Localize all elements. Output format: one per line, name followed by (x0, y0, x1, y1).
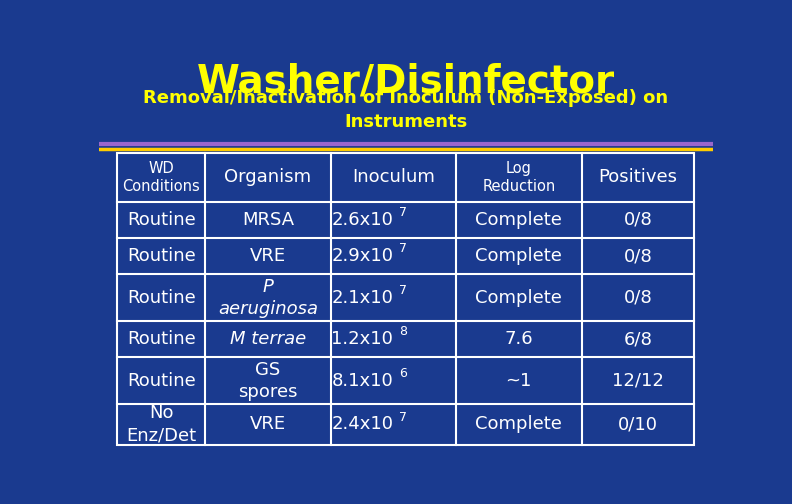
Text: 7: 7 (399, 284, 407, 297)
Text: Complete: Complete (475, 247, 562, 265)
Text: 2.9x10: 2.9x10 (331, 247, 394, 265)
Text: 2.6x10: 2.6x10 (332, 211, 394, 229)
Text: 6/8: 6/8 (623, 330, 653, 348)
Text: 0/8: 0/8 (623, 211, 653, 229)
Text: Organism: Organism (224, 168, 311, 186)
Text: 6: 6 (399, 367, 407, 380)
Text: M terrae: M terrae (230, 330, 306, 348)
Text: Routine: Routine (127, 289, 196, 307)
Text: Inoculum: Inoculum (352, 168, 435, 186)
Text: 8.1x10: 8.1x10 (332, 372, 394, 390)
Text: P
aeruginosa: P aeruginosa (218, 278, 318, 318)
Text: Routine: Routine (127, 330, 196, 348)
Text: WD
Conditions: WD Conditions (123, 161, 200, 194)
Text: 7.6: 7.6 (505, 330, 533, 348)
Text: Complete: Complete (475, 415, 562, 433)
Text: Routine: Routine (127, 211, 196, 229)
Text: 2.4x10: 2.4x10 (331, 415, 394, 433)
Text: Removal/Inactivation of Inoculum (Non-Exposed) on
Instruments: Removal/Inactivation of Inoculum (Non-Ex… (143, 89, 668, 131)
Text: 0/8: 0/8 (623, 289, 653, 307)
Text: VRE: VRE (249, 247, 286, 265)
Text: 12/12: 12/12 (612, 372, 664, 390)
Text: Routine: Routine (127, 247, 196, 265)
Text: 7: 7 (399, 206, 407, 219)
Text: Washer/Disinfector: Washer/Disinfector (197, 63, 615, 101)
Text: GS
spores: GS spores (238, 361, 298, 401)
Text: Complete: Complete (475, 211, 562, 229)
Text: 8: 8 (399, 326, 407, 338)
Text: Log
Reduction: Log Reduction (482, 161, 555, 194)
Text: Routine: Routine (127, 372, 196, 390)
Text: 1.2x10: 1.2x10 (332, 330, 394, 348)
Text: ~1: ~1 (505, 372, 532, 390)
Text: 0/8: 0/8 (623, 247, 653, 265)
Text: No
Enz/Det: No Enz/Det (126, 404, 196, 445)
Text: 0/10: 0/10 (618, 415, 658, 433)
Text: MRSA: MRSA (242, 211, 294, 229)
Text: Positives: Positives (599, 168, 677, 186)
Text: 2.1x10: 2.1x10 (332, 289, 394, 307)
Text: 7: 7 (399, 242, 407, 256)
Text: VRE: VRE (249, 415, 286, 433)
Text: Complete: Complete (475, 289, 562, 307)
Text: 7: 7 (399, 411, 407, 423)
